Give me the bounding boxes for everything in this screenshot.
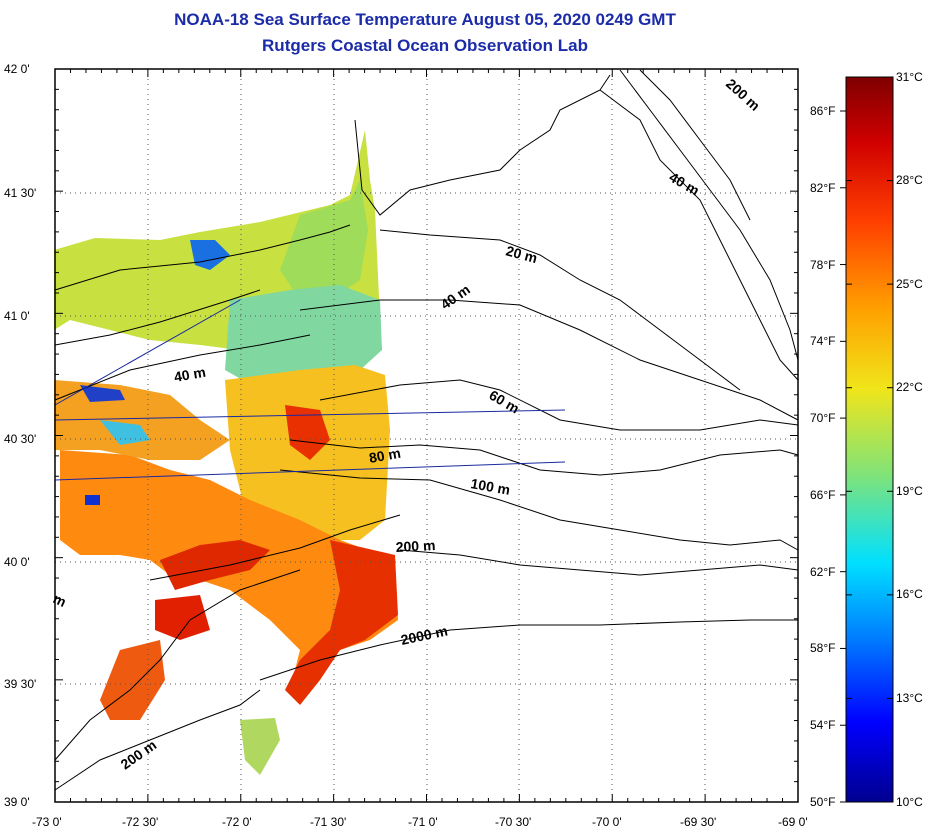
cb-c-label-1: 28°C — [896, 173, 923, 187]
lon-label-0: -73 0' — [32, 815, 62, 829]
map-title: NOAA-18 Sea Surface Temperature August 0… — [174, 10, 676, 29]
contour-20m — [379, 229, 741, 391]
coastline-cape-cod — [599, 89, 799, 381]
sst-patch-green-south — [240, 718, 280, 775]
contour-2000m — [259, 619, 798, 681]
contour-label-8: 200 m — [723, 75, 763, 113]
sst-patch-red-4 — [155, 595, 210, 640]
lon-labels: -73 0' -72 30' -72 0' -71 30' -71 0' -70… — [32, 815, 808, 829]
sst-patch-blue-dot — [85, 495, 100, 505]
lon-label-4: -71 0' — [408, 815, 438, 829]
contour-label-0: 20 m — [504, 242, 539, 266]
lat-label-0: 42 0' — [4, 62, 30, 76]
sst-patch-shelf-green — [225, 285, 382, 390]
contour-60m — [319, 379, 799, 431]
lat-label-5: 39 30' — [4, 677, 36, 691]
lon-label-8: -69 0' — [778, 815, 808, 829]
cb-c-label-5: 16°C — [896, 587, 923, 601]
track-lines — [54, 299, 566, 481]
cb-f-label-3: 74°F — [810, 334, 835, 348]
contour-200m-a — [149, 514, 401, 581]
contour-label-1: 40 m — [438, 281, 473, 312]
bathymetry-contours — [54, 69, 799, 791]
sst-patch-red-1 — [285, 405, 330, 460]
lon-label-3: -71 30' — [310, 815, 346, 829]
cb-f-label-7: 58°F — [810, 641, 835, 655]
graticule — [55, 69, 798, 802]
cb-f-label-9: 50°F — [810, 795, 835, 809]
lon-label-6: -70 0' — [592, 815, 622, 829]
cb-c-label-6: 13°C — [896, 691, 923, 705]
cb-f-label-4: 70°F — [810, 411, 835, 425]
colorbar: 31°C 28°C 25°C 22°C 19°C 16°C 13°C 10°C … — [810, 70, 923, 809]
contour-label-3: 60 m — [487, 387, 523, 417]
contour-label-4: 80 m — [368, 445, 402, 466]
cb-c-label-0: 31°C — [896, 70, 923, 84]
contour-40m-north — [299, 299, 799, 421]
sst-patch-red-3 — [285, 540, 398, 705]
lat-label-6: 39 0' — [4, 795, 30, 809]
contour-200m-b — [399, 549, 799, 576]
contour-label-7: 2000 m — [399, 622, 449, 648]
cb-f-label-1: 82°F — [810, 181, 835, 195]
contour-label-40w: 40 m — [173, 364, 207, 385]
sst-patch-blue-west — [80, 385, 125, 402]
lat-label-3: 40 30' — [4, 432, 36, 446]
lat-label-2: 41 0' — [4, 309, 30, 323]
map-subtitle: Rutgers Coastal Ocean Observation Lab — [262, 36, 588, 55]
colorbar-gradient — [845, 76, 894, 803]
coastline-south-li — [54, 289, 261, 346]
cb-c-label-7: 10°C — [896, 795, 923, 809]
coastline-long-island — [54, 224, 351, 291]
lon-label-5: -70 30' — [495, 815, 531, 829]
cb-f-label-0: 86°F — [810, 104, 835, 118]
cb-c-label-4: 19°C — [896, 484, 923, 498]
cb-f-label-6: 62°F — [810, 565, 835, 579]
contour-2000m-sw — [54, 689, 261, 791]
contour-label-9: 200 m — [118, 737, 160, 773]
lon-label-7: -69 30' — [680, 815, 716, 829]
sst-patch-red-2 — [160, 540, 270, 590]
cb-f-label-2: 78°F — [810, 258, 835, 272]
sst-patch-bay — [280, 180, 368, 300]
contour-gulf-40m — [639, 69, 751, 221]
cb-c-label-3: 22°C — [896, 380, 923, 394]
cb-f-label-8: 54°F — [810, 718, 835, 732]
lat-labels: 42 0' 41 30' 41 0' 40 30' 40 0' 39 30' 3… — [4, 62, 36, 809]
cb-f-label-5: 66°F — [810, 488, 835, 502]
sst-patch-red-5 — [100, 640, 165, 720]
axis-ticks — [54, 68, 799, 803]
contour-40m-west — [54, 334, 311, 401]
coastline-new-england — [354, 74, 611, 216]
contour-gulf-200m — [619, 69, 799, 361]
lat-label-4: 40 0' — [4, 555, 30, 569]
sst-field — [54, 130, 398, 775]
contour-200m-sw — [54, 569, 301, 761]
contour-label-10: m — [51, 590, 69, 610]
contour-label-5: 100 m — [469, 475, 511, 498]
lon-label-1: -72 30' — [122, 815, 158, 829]
cb-c-label-2: 25°C — [896, 277, 923, 291]
contour-80m — [289, 439, 799, 476]
contour-100m — [279, 469, 799, 551]
sst-patch-cyan-west — [100, 420, 150, 445]
lat-label-1: 41 30' — [4, 186, 36, 200]
contour-label-6: 200 m — [395, 537, 435, 555]
lon-label-2: -72 0' — [222, 815, 252, 829]
